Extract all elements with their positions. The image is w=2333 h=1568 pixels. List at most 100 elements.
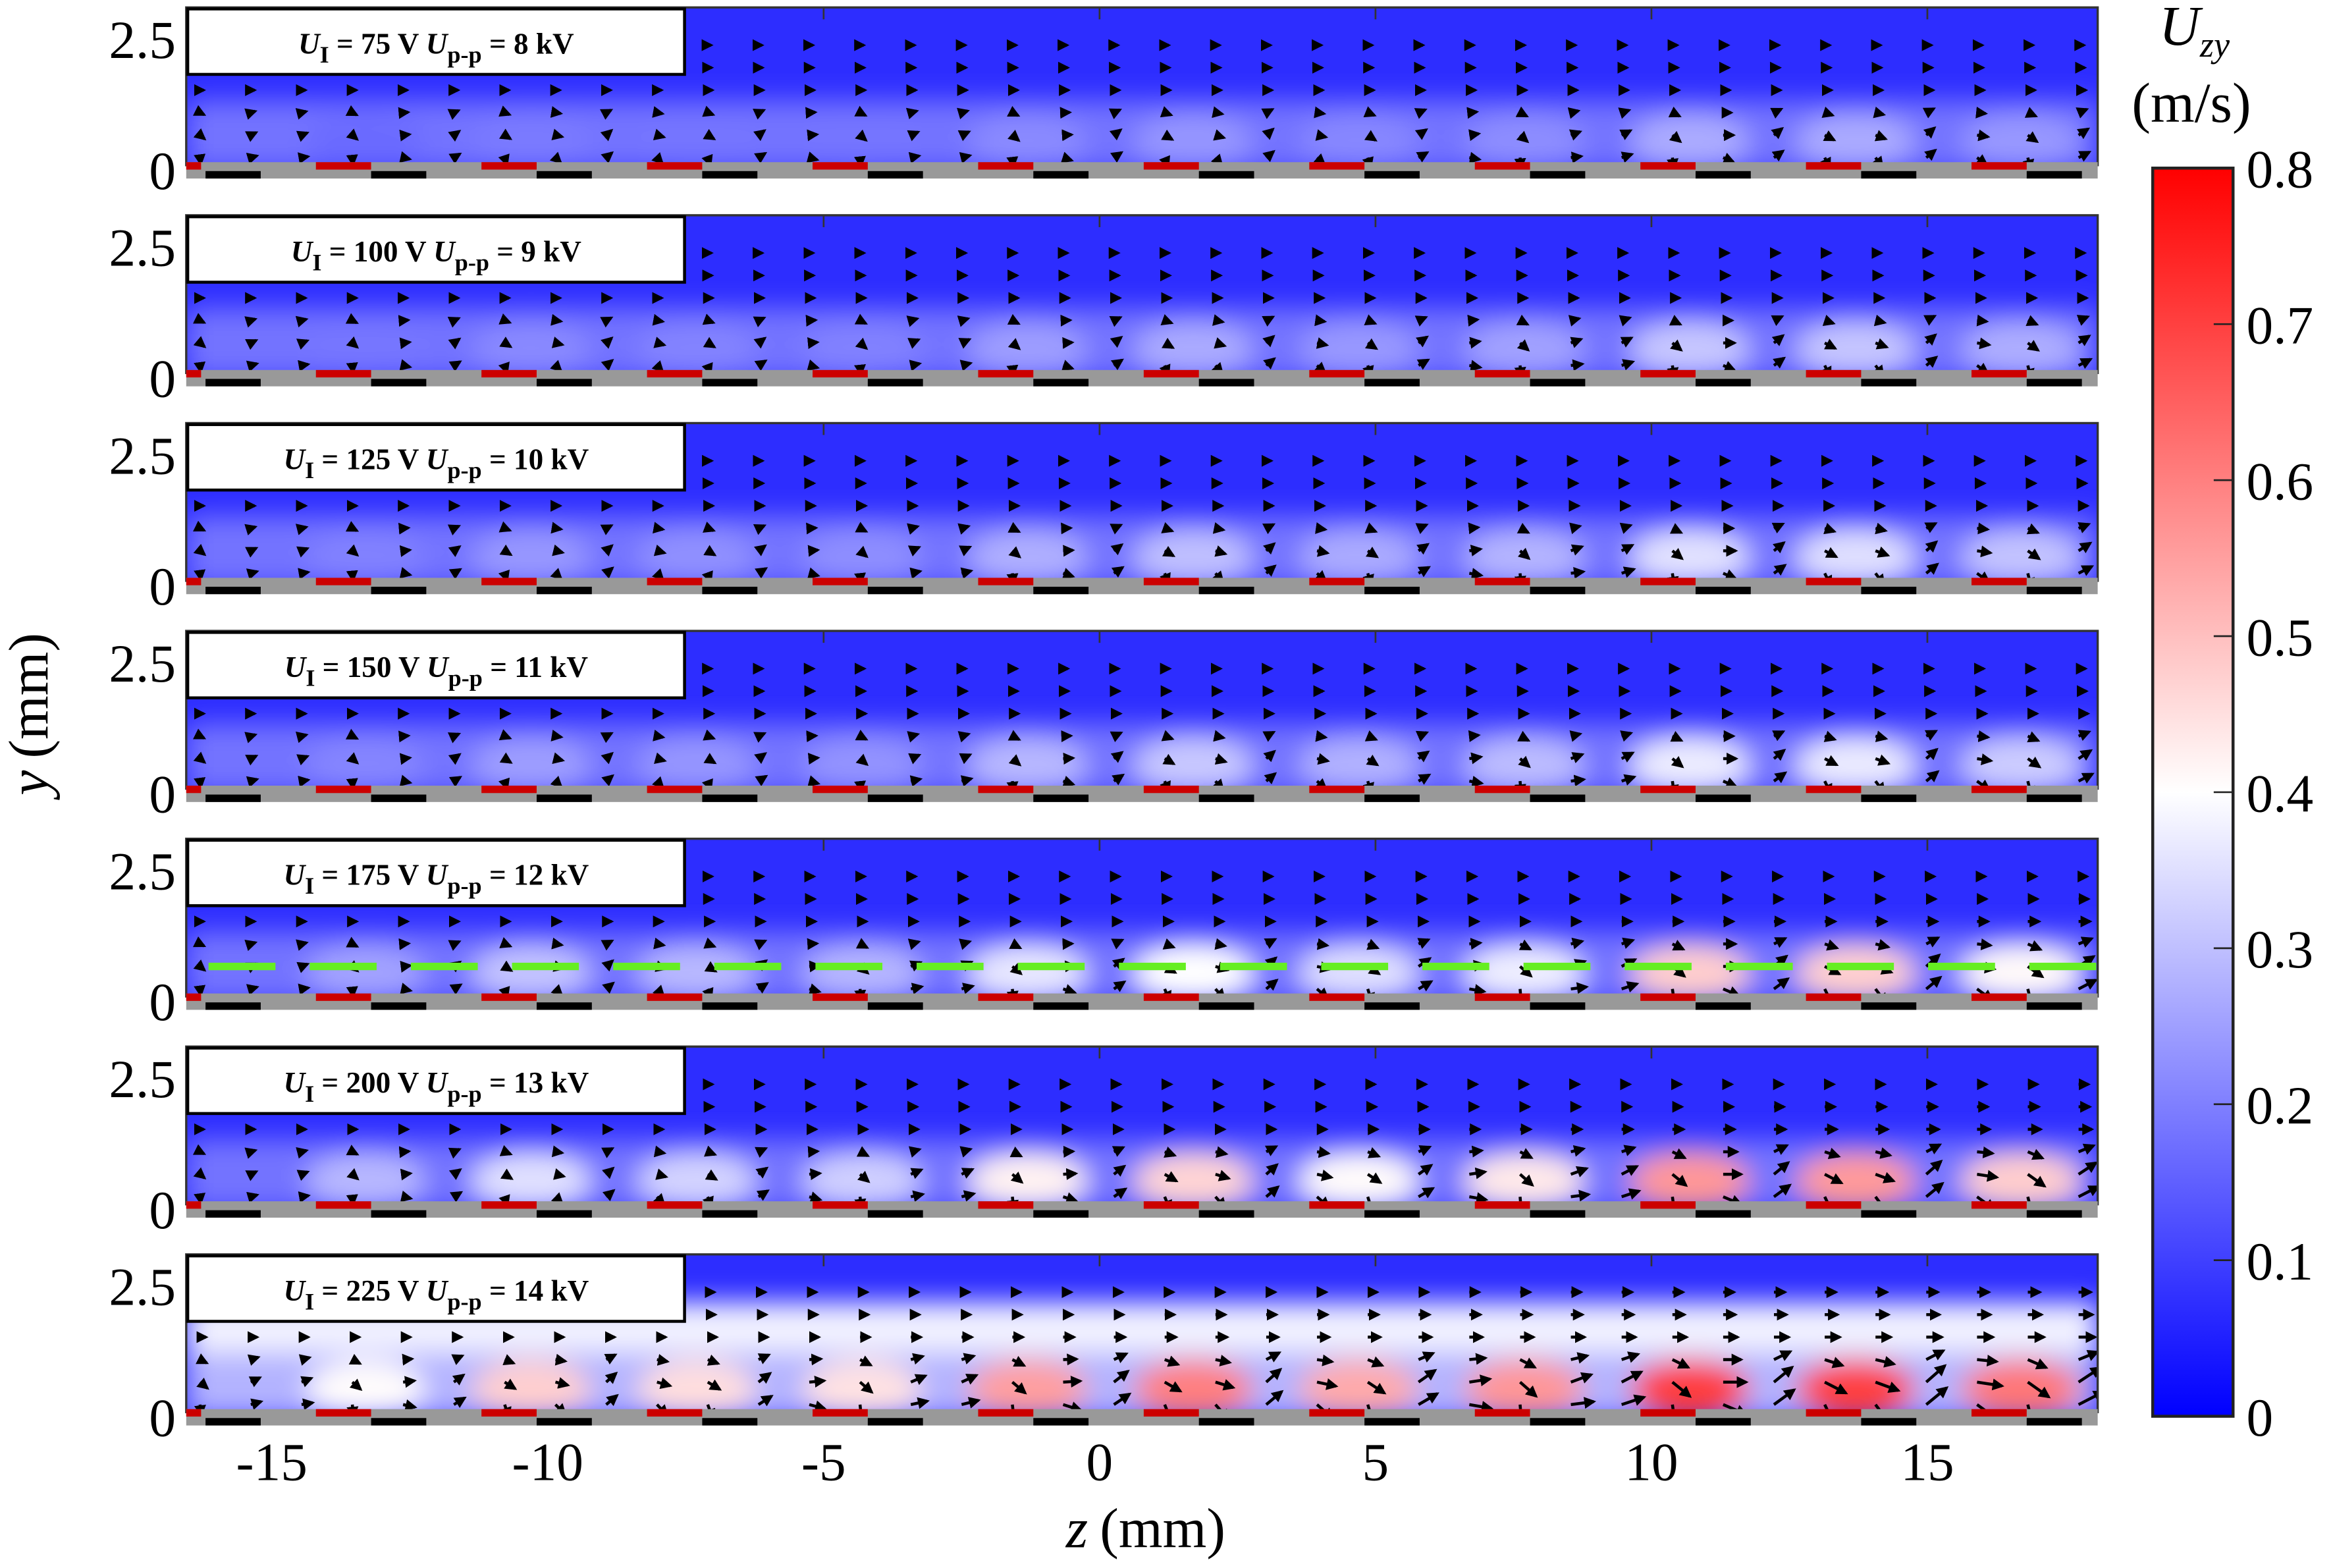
encapsulated-electrode [1530, 586, 1586, 595]
x-tick-label: 15 [1900, 1433, 1954, 1492]
condition-label-part: = 125 V [314, 443, 426, 475]
velocity-arrow [1265, 1368, 1283, 1384]
condition-label-part: U [283, 443, 306, 475]
velocity-arrow [1925, 1181, 1944, 1199]
field-blob [1133, 736, 1253, 789]
field-blob [1962, 528, 2081, 581]
velocity-arrow [448, 130, 462, 142]
velocity-arrow [1875, 1147, 1892, 1159]
velocity-arrow [1215, 1355, 1232, 1366]
velocity-arrow [1062, 775, 1076, 788]
exposed-electrode [647, 993, 703, 1001]
panel-5: UI = 175 V Up-p = 12 kV2.50 [109, 837, 2099, 1032]
velocity-arrow [1063, 1375, 1083, 1388]
velocity-arrow [399, 774, 413, 787]
velocity-arrow [2078, 335, 2091, 346]
velocity-arrow [399, 566, 413, 579]
condition-label-part: = 14 kV [482, 1274, 589, 1307]
velocity-arrow [400, 961, 413, 973]
velocity-arrow [346, 1168, 360, 1181]
exposed-electrode [1971, 1409, 2027, 1417]
electrode-strip [186, 993, 2098, 1010]
velocity-arrow [1417, 938, 1431, 949]
velocity-arrow [346, 752, 360, 765]
condition-label-box [186, 1254, 686, 1323]
condition-label-part: U [283, 859, 306, 892]
velocity-arrow [447, 524, 462, 536]
y-tick-label: 2.5 [109, 1050, 176, 1109]
condition-label-part: U [426, 859, 449, 892]
y-tick-label: 0 [149, 1181, 176, 1240]
velocity-arrow [1262, 523, 1276, 535]
field-blob [1133, 1152, 1253, 1204]
velocity-arrow [1874, 1403, 1883, 1413]
velocity-arrow [1923, 126, 1937, 139]
encapsulated-electrode [867, 1002, 923, 1010]
condition-label-part: p-p [447, 1288, 481, 1314]
encapsulated-electrode [1033, 171, 1089, 179]
velocity-arrow [1113, 1392, 1132, 1406]
velocity-arrow [2078, 522, 2091, 533]
velocity-arrow [1771, 149, 1785, 162]
velocity-arrow [1061, 568, 1075, 580]
velocity-arrow [655, 1168, 668, 1180]
field-blob [1630, 1152, 1750, 1204]
velocity-arrow [755, 982, 769, 994]
exposed-electrode [1474, 1201, 1530, 1209]
field-blob [306, 1152, 425, 1204]
velocity-arrow [1722, 152, 1736, 164]
encapsulated-electrode [205, 1002, 261, 1010]
velocity-arrow [1110, 524, 1123, 535]
encapsulated-electrode [1695, 1418, 1751, 1426]
velocity-arrow [1316, 337, 1329, 349]
condition-label-part: = 150 V [315, 651, 427, 684]
velocity-arrow [1773, 1350, 1793, 1361]
velocity-arrow [1215, 1146, 1229, 1158]
velocity-arrow [1823, 522, 1837, 535]
condition-label-part: U [427, 651, 450, 684]
encapsulated-electrode [2026, 1418, 2082, 1426]
exposed-electrode [1971, 369, 2027, 378]
encapsulated-electrode [1033, 1210, 1089, 1218]
exposed-electrode [315, 993, 371, 1001]
encapsulated-electrode [205, 794, 261, 802]
electrode-strip [186, 785, 2098, 802]
condition-label-part: U [426, 27, 449, 60]
velocity-arrow [1417, 957, 1432, 969]
velocity-arrow [1469, 1374, 1493, 1387]
velocity-arrow [1468, 1401, 1494, 1413]
velocity-arrow [499, 337, 513, 348]
velocity-arrow [1570, 1189, 1592, 1202]
velocity-arrow [196, 1377, 209, 1390]
exposed-electrode [186, 785, 201, 794]
velocity-arrow [402, 1376, 417, 1388]
encapsulated-electrode [205, 171, 261, 179]
velocity-arrow [2078, 979, 2098, 990]
velocity-arrow [2078, 358, 2093, 369]
colorbar-title: Uzy [2159, 0, 2230, 65]
velocity-arrow [1873, 314, 1887, 327]
velocity-arrow [1262, 335, 1275, 348]
encapsulated-electrode [1198, 1210, 1254, 1218]
velocity-arrow [961, 1168, 975, 1179]
velocity-arrow [1009, 938, 1023, 950]
encapsulated-electrode [1364, 1210, 1420, 1218]
velocity-arrow [498, 521, 512, 533]
velocity-arrow [1516, 522, 1530, 534]
velocity-arrow [1977, 337, 1992, 350]
velocity-arrow [1671, 756, 1684, 769]
condition-label-part: = 200 V [314, 1066, 426, 1099]
velocity-arrow [807, 1146, 820, 1158]
velocity-arrow [551, 937, 564, 950]
velocity-arrow [1824, 547, 1838, 558]
velocity-arrow [193, 1167, 207, 1180]
velocity-arrow [957, 130, 971, 142]
velocity-arrow [601, 358, 614, 371]
condition-label-part: U [283, 1274, 306, 1307]
velocity-arrow [296, 1147, 309, 1159]
velocity-arrow [1619, 315, 1632, 327]
field-blob [1796, 944, 1916, 997]
x-tick-label: -10 [512, 1433, 583, 1492]
field-blob [637, 1152, 757, 1204]
